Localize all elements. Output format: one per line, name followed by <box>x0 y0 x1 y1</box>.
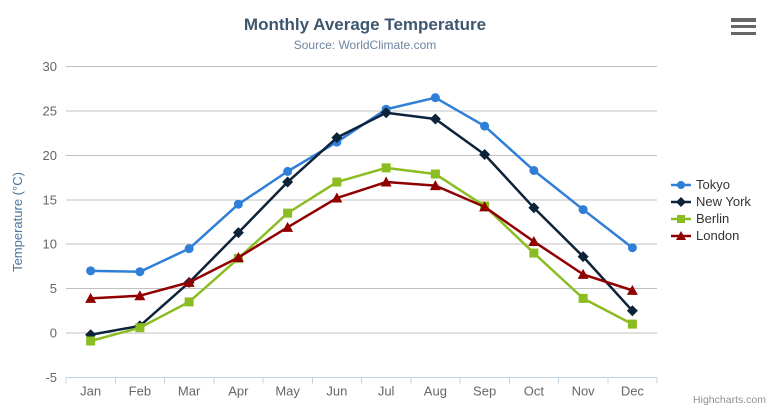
chart-subtitle: Source: WorldClimate.com <box>293 38 437 52</box>
legend-item-london[interactable]: London <box>671 227 751 244</box>
data-point[interactable] <box>183 276 195 287</box>
legend-label: New York <box>696 194 751 209</box>
data-point[interactable] <box>135 267 145 277</box>
data-point[interactable] <box>627 243 637 253</box>
x-axis-label: Jul <box>378 383 395 398</box>
data-point[interactable] <box>479 149 491 161</box>
data-point[interactable] <box>528 202 540 214</box>
data-point[interactable] <box>135 323 145 333</box>
data-point[interactable] <box>331 132 343 144</box>
data-point[interactable] <box>430 169 440 179</box>
x-axis-label: Sep <box>473 383 496 398</box>
data-point[interactable] <box>381 163 391 173</box>
data-point[interactable] <box>331 192 343 203</box>
data-point[interactable] <box>626 284 638 295</box>
legend-item-new-york[interactable]: New York <box>671 193 751 210</box>
y-axis-label: 25 <box>43 104 57 119</box>
data-point[interactable] <box>282 221 294 232</box>
series-tokyo[interactable] <box>86 93 637 277</box>
legend-item-tokyo[interactable]: Tokyo <box>671 176 751 193</box>
data-point[interactable] <box>676 230 686 240</box>
data-point[interactable] <box>283 208 293 218</box>
square-marker-icon <box>671 214 691 223</box>
data-point[interactable] <box>480 121 490 131</box>
data-point[interactable] <box>232 227 244 239</box>
data-point[interactable] <box>380 107 392 119</box>
hamburger-icon <box>731 24 756 29</box>
y-axis-label: 15 <box>43 192 57 207</box>
data-point[interactable] <box>233 199 243 209</box>
series-line <box>89 96 634 273</box>
data-point[interactable] <box>528 236 540 247</box>
series-line <box>89 180 634 300</box>
data-point[interactable] <box>380 176 392 187</box>
data-point[interactable] <box>429 180 441 191</box>
x-axis-label: May <box>275 383 300 398</box>
highcharts-credits[interactable]: Highcharts.com <box>693 394 766 406</box>
data-point[interactable] <box>577 268 589 279</box>
x-axis-label: Oct <box>524 383 545 398</box>
data-point[interactable] <box>577 251 589 263</box>
diamond-marker-icon <box>671 196 691 207</box>
legend: Tokyo New York Berlin London <box>671 176 751 244</box>
data-point[interactable] <box>86 266 96 276</box>
data-point[interactable] <box>429 113 441 125</box>
x-axis-label: Aug <box>424 383 447 398</box>
data-point[interactable] <box>529 165 539 175</box>
data-point[interactable] <box>86 336 96 346</box>
legend-label: Berlin <box>696 211 730 226</box>
data-point[interactable] <box>479 201 491 212</box>
y-axis-label: 10 <box>43 237 57 252</box>
legend-item-berlin[interactable]: Berlin <box>671 210 751 227</box>
series-london[interactable] <box>85 176 638 303</box>
data-point[interactable] <box>677 180 685 189</box>
hamburger-icon <box>731 18 756 22</box>
triangle-marker-icon <box>671 230 691 240</box>
data-point[interactable] <box>134 290 146 301</box>
x-axis-label: Jun <box>326 383 347 398</box>
y-axis-label: 0 <box>50 326 57 341</box>
data-point[interactable] <box>676 196 686 207</box>
data-point[interactable] <box>430 93 440 103</box>
data-point[interactable] <box>283 166 293 176</box>
legend-label: Tokyo <box>696 177 730 192</box>
y-axis-label: 30 <box>43 59 57 74</box>
data-point[interactable] <box>282 176 294 188</box>
legend-label: London <box>696 228 740 243</box>
x-axis-label: Feb <box>129 383 151 398</box>
data-point[interactable] <box>232 252 244 263</box>
series-new-york[interactable] <box>85 107 638 341</box>
data-point[interactable] <box>677 214 685 223</box>
x-axis-label: Jan <box>80 383 101 398</box>
export-menu-button[interactable] <box>731 18 756 35</box>
data-point[interactable] <box>332 177 342 187</box>
series-line <box>89 111 634 337</box>
x-axis-label: Nov <box>572 383 596 398</box>
x-axis-label: Dec <box>621 383 645 398</box>
data-point[interactable] <box>578 293 588 303</box>
x-axis-label: Mar <box>178 383 201 398</box>
chart-title: Monthly Average Temperature <box>243 15 487 34</box>
data-point[interactable] <box>184 244 194 254</box>
data-point[interactable] <box>184 297 194 307</box>
y-axis-label: -5 <box>45 370 57 385</box>
data-point[interactable] <box>529 248 539 258</box>
circle-marker-icon <box>671 180 691 189</box>
data-point[interactable] <box>627 319 637 329</box>
hamburger-icon <box>731 31 756 35</box>
series-line <box>89 166 634 343</box>
y-axis-label: 5 <box>50 281 57 296</box>
y-axis-title: Temperature (°C) <box>10 172 25 272</box>
data-point[interactable] <box>578 205 588 215</box>
data-point[interactable] <box>85 292 97 303</box>
data-point[interactable] <box>626 305 638 317</box>
x-axis-label: Apr <box>228 383 249 398</box>
y-axis-label: 20 <box>43 148 57 163</box>
